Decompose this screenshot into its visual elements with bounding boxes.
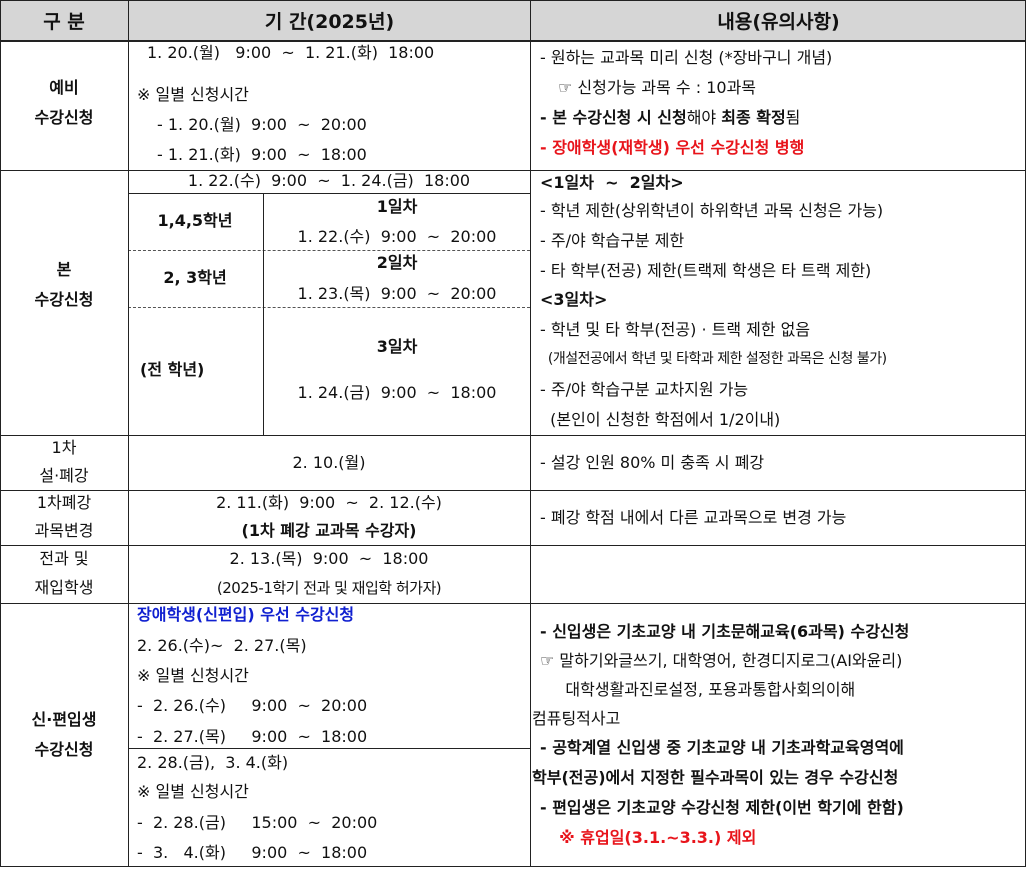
period-text: 1. 20.(월) 9:00 ~ 1. 21.(화) 18:00: [147, 43, 435, 62]
row-label: 설·폐강: [39, 466, 89, 485]
divider: [128, 307, 530, 308]
content-text: - 학년 및 타 학부(전공) · 트랙 제한 없음: [540, 320, 811, 339]
content-text: - 타 학부(전공) 제한(트랙제 학생은 타 트랙 제한): [540, 261, 872, 280]
header-period: 기 간(2025년): [129, 0, 530, 40]
row-label: 수강신청: [34, 290, 94, 309]
content-text: ☞ 신청가능 과목 수 : 10과목: [558, 78, 757, 97]
day-label: 2일차: [376, 253, 418, 272]
content-highlight: ※ 휴업일(3.1.~3.3.) 제외: [548, 828, 757, 847]
content-text: 대학생활과진로설정, 포용과통합사회의이해: [540, 680, 856, 699]
content-normal: 해야: [686, 108, 722, 127]
content-text: - 편입생은 기초교양 수강신청 제한(이번 학기에 한함): [540, 798, 904, 817]
row-label: 1차폐강: [36, 493, 92, 512]
divider: [263, 193, 264, 435]
header-category: 구 분: [0, 0, 128, 40]
content-highlight: - 장애학생(재학생) 우선 수강신청 병행: [540, 138, 805, 157]
period-text: 2. 26.(수)~ 2. 27.(목): [137, 636, 307, 655]
divider: [128, 748, 530, 749]
period-text: 2. 13.(목) 9:00 ~ 18:00: [229, 549, 429, 568]
row-label: 본: [56, 260, 72, 279]
content-text: 컴퓨팅적사고: [532, 709, 621, 728]
divider: [0, 603, 1026, 604]
period-text: - 1. 20.(월) 9:00 ~ 20:00: [157, 115, 367, 134]
grade-label: 2, 3학년: [163, 268, 227, 287]
content-text: - 학년 제한(상위학년이 하위학년 과목 신청은 가능): [540, 201, 884, 220]
content-text: - 신입생은 기초교양 내 기초문해교육(6과목) 수강신청: [540, 622, 910, 641]
period-text: - 2. 26.(수) 9:00 ~ 20:00: [137, 696, 368, 715]
content-text: - 설강 인원 80% 미 충족 시 폐강: [540, 453, 765, 472]
period-text: 2. 11.(화) 9:00 ~ 2. 12.(수): [216, 493, 442, 512]
divider: [530, 0, 531, 866]
content-normal: 됨: [785, 108, 801, 127]
day-time: 1. 23.(목) 9:00 ~ 20:00: [297, 284, 497, 303]
grade-label: 1,4,5학년: [157, 211, 233, 230]
period-text: - 2. 28.(금) 15:00 ~ 20:00: [137, 813, 378, 832]
content-text: - 본 수강신청 시 신청해야 최종 확정됨: [540, 108, 800, 128]
content-text: - 주/야 학습구분 제한: [540, 231, 685, 250]
day-label: 3일차: [376, 337, 418, 356]
row-label: 예비: [49, 78, 79, 97]
row-label: 1차: [51, 438, 77, 457]
period-text: 2. 10.(월): [292, 453, 366, 472]
divider: [0, 0, 1026, 1]
content-text: (개설전공에서 학년 및 타학과 제한 설정한 과목은 신청 불가): [540, 351, 887, 367]
content-bold: 최종 확정: [721, 108, 786, 127]
row-label: 전과 및: [39, 549, 89, 568]
row-label: 과목변경: [34, 521, 94, 540]
divider: [0, 490, 1026, 491]
grade-label: (전 학년): [140, 360, 205, 379]
period-highlight: 장애학생(신편입) 우선 수강신청: [137, 605, 355, 624]
content-text: ☞ 말하기와글쓰기, 대학영어, 한경디지로그(AI와윤리): [540, 651, 903, 670]
period-text: (2025-1학기 전과 및 재입학 허가자): [216, 579, 442, 597]
content-text: - 원하는 교과목 미리 신청 (*장바구니 개념): [540, 48, 833, 67]
period-text: ※ 일별 신청시간: [137, 782, 249, 801]
content-heading: <1일차 ~ 2일차>: [540, 173, 684, 192]
divider: [128, 0, 129, 866]
divider: [128, 250, 530, 251]
period-text: - 3. 4.(화) 9:00 ~ 18:00: [137, 843, 368, 862]
divider: [0, 0, 1, 866]
day-time: 1. 24.(금) 9:00 ~ 18:00: [297, 383, 497, 402]
day-label: 1일차: [376, 197, 418, 216]
content-heading: <3일차>: [540, 290, 608, 309]
row-label: 재입학생: [34, 578, 94, 597]
divider: [128, 193, 530, 194]
content-text: 학부(전공)에서 지정한 필수과목이 있는 경우 수강신청: [532, 768, 899, 787]
content-text: (본인이 신청한 학점에서 1/2이내): [540, 410, 781, 429]
divider: [0, 545, 1026, 546]
period-text: 2. 28.(금), 3. 4.(화): [137, 753, 289, 772]
period-text: - 2. 27.(목) 9:00 ~ 18:00: [137, 727, 368, 746]
divider: [0, 435, 1026, 436]
content-text: - 공학계열 신입생 중 기초교양 내 기초과학교육영역에: [540, 738, 904, 757]
row-label: 수강신청: [34, 108, 94, 127]
row-label: 수강신청: [34, 740, 94, 759]
divider: [0, 170, 1026, 171]
period-text: (1차 폐강 교과목 수강자): [241, 521, 417, 540]
row-label: 신·편입생: [31, 710, 97, 729]
period-text: ※ 일별 신청시간: [137, 666, 249, 685]
divider: [0, 40, 1026, 42]
divider: [0, 866, 1026, 867]
period-text: 1. 22.(수) 9:00 ~ 1. 24.(금) 18:00: [187, 171, 471, 190]
period-text: - 1. 21.(화) 9:00 ~ 18:00: [157, 145, 367, 164]
period-text: ※ 일별 신청시간: [137, 85, 249, 104]
content-bold: - 본 수강신청 시 신청: [540, 108, 687, 127]
content-text: - 주/야 학습구분 교차지원 가능: [540, 380, 749, 399]
content-text: - 폐강 학점 내에서 다른 교과목으로 변경 가능: [540, 508, 847, 527]
header-content: 내용(유의사항): [531, 0, 1026, 40]
day-time: 1. 22.(수) 9:00 ~ 20:00: [297, 227, 497, 246]
